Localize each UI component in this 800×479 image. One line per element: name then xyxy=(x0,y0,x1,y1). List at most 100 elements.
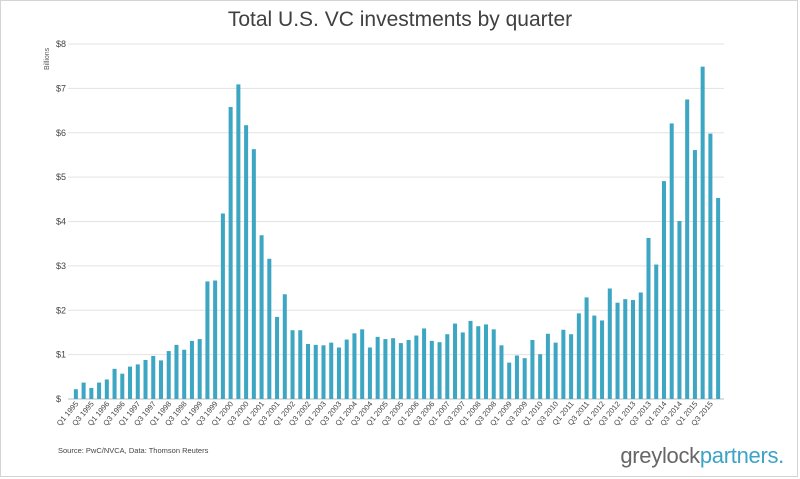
y-axis-ticks: $ $1 $2 $3 $4 $5 $6 $7 $8 xyxy=(56,39,66,404)
y-tick-label: $1 xyxy=(56,350,66,360)
bar xyxy=(561,329,566,399)
y-tick-label: $2 xyxy=(56,305,66,315)
bar xyxy=(638,292,643,399)
bar xyxy=(321,345,326,399)
bar xyxy=(708,133,713,399)
bar xyxy=(700,66,705,399)
y-tick-label: $7 xyxy=(56,83,66,93)
bar xyxy=(104,379,109,399)
bar xyxy=(360,329,365,399)
y-tick-label: $3 xyxy=(56,261,66,271)
bar xyxy=(716,197,721,399)
bar xyxy=(205,281,210,399)
bar xyxy=(468,320,473,399)
bar xyxy=(89,387,94,399)
bar xyxy=(236,84,241,399)
bar xyxy=(615,302,620,399)
y-axis-label: Billions xyxy=(44,47,51,70)
bar xyxy=(623,299,628,399)
bar xyxy=(213,280,218,399)
logo-word-partners: partners. xyxy=(699,443,784,468)
bars xyxy=(73,66,721,400)
bar xyxy=(151,355,156,399)
y-tick-label: $6 xyxy=(56,128,66,138)
bar xyxy=(313,344,318,399)
bar xyxy=(298,330,303,399)
bar xyxy=(197,339,202,399)
bar xyxy=(685,99,690,399)
bar xyxy=(290,330,295,399)
bar xyxy=(569,334,574,399)
bar xyxy=(460,332,465,399)
bar xyxy=(391,338,396,399)
y-tick-label: $5 xyxy=(56,172,66,182)
bar xyxy=(267,258,272,399)
bar xyxy=(453,323,458,399)
bar xyxy=(220,213,225,399)
bar xyxy=(646,237,651,399)
bar xyxy=(514,355,519,399)
bar xyxy=(120,373,125,399)
y-tick-label: $4 xyxy=(56,217,66,227)
bar xyxy=(398,343,403,399)
bar xyxy=(367,347,372,399)
bar xyxy=(174,344,179,399)
bar xyxy=(661,181,666,399)
greylock-partners-logo: greylockpartners. xyxy=(620,443,784,469)
bar xyxy=(251,149,256,399)
bar xyxy=(538,354,543,399)
bar xyxy=(375,336,380,399)
y-tick-label: $8 xyxy=(56,39,66,49)
bar xyxy=(422,328,427,399)
bar xyxy=(97,382,102,399)
bar xyxy=(166,351,171,399)
bar xyxy=(437,342,442,399)
bar xyxy=(483,324,488,399)
bar xyxy=(507,362,512,399)
bar xyxy=(336,347,341,399)
bar xyxy=(530,339,535,399)
bar xyxy=(135,364,140,399)
bar xyxy=(352,333,357,399)
bar xyxy=(584,297,589,399)
bar xyxy=(228,107,233,399)
chart-title: Total U.S. VC investments by quarter xyxy=(227,8,573,31)
bar xyxy=(592,315,597,399)
bar xyxy=(128,366,133,399)
bar xyxy=(282,294,287,399)
bar xyxy=(182,349,187,399)
bar xyxy=(143,359,148,399)
bar xyxy=(553,342,558,399)
bar xyxy=(445,334,450,399)
bar xyxy=(414,335,419,399)
bar xyxy=(654,264,659,399)
bar xyxy=(669,123,674,400)
y-tick-label: $ xyxy=(56,394,61,404)
bar xyxy=(545,333,550,399)
bar xyxy=(491,329,496,399)
bar xyxy=(522,358,527,399)
bar xyxy=(189,340,194,399)
bar xyxy=(476,326,481,399)
gridlines xyxy=(68,43,724,400)
bar xyxy=(677,221,682,399)
bar xyxy=(631,300,636,399)
bar xyxy=(81,382,86,399)
bar xyxy=(406,339,411,399)
bar xyxy=(607,288,612,399)
bar xyxy=(259,235,264,399)
bar xyxy=(329,342,334,399)
bar xyxy=(499,345,504,399)
bar xyxy=(344,339,349,399)
bar xyxy=(244,125,249,400)
bar xyxy=(275,316,280,399)
bar xyxy=(158,360,163,399)
bar xyxy=(600,320,605,399)
source-note: Source: PwC/NVCA, Data: Thomson Reuters xyxy=(58,446,209,455)
bar xyxy=(429,340,434,399)
bar xyxy=(383,339,388,399)
bar xyxy=(112,368,117,399)
bar xyxy=(306,343,311,399)
